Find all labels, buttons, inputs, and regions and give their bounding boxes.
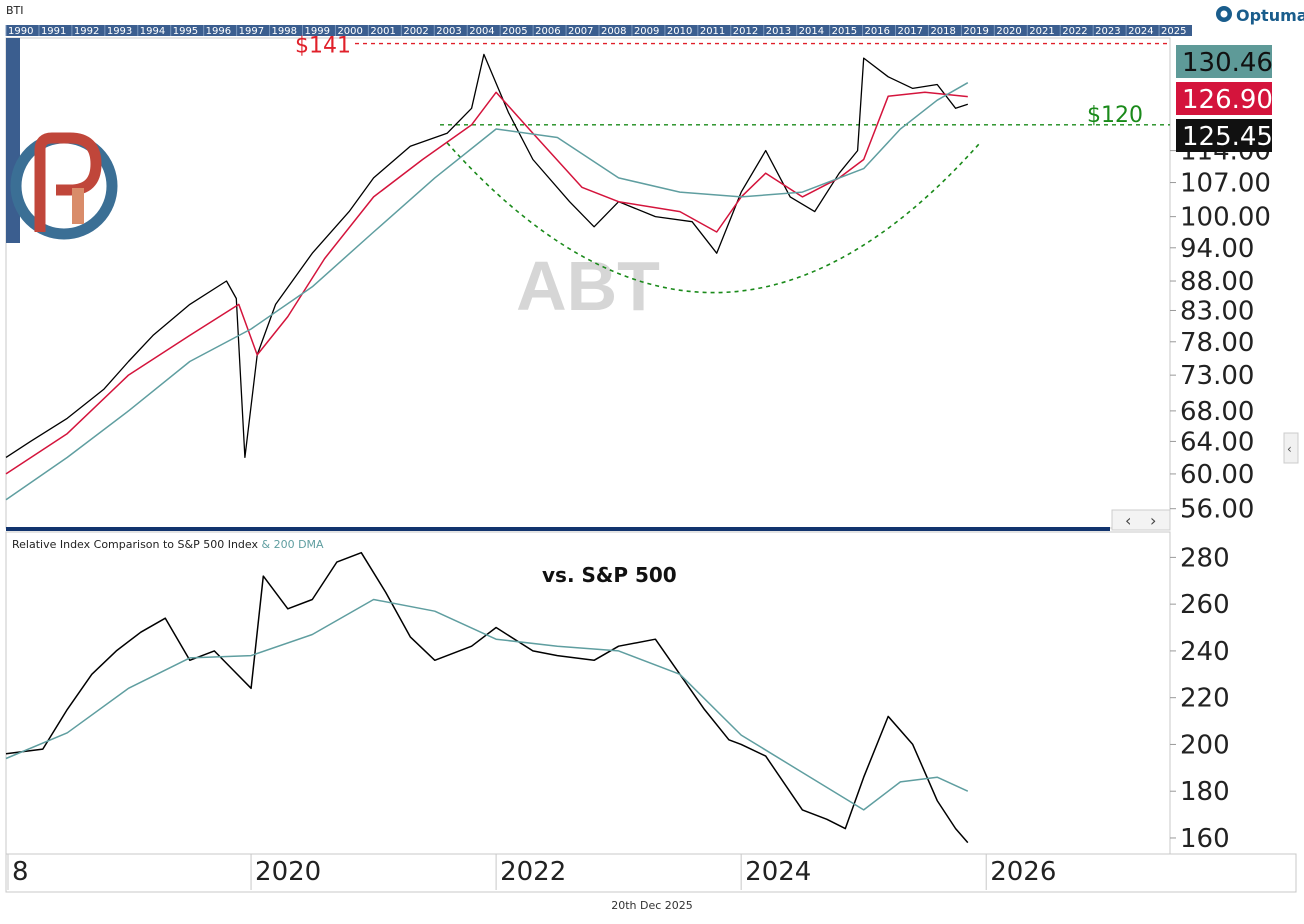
year-strip-label: 1991 [41, 26, 66, 37]
year-strip-label: 2006 [535, 26, 560, 37]
ticker-label: BTI [6, 4, 24, 17]
year-strip-label: 1996 [206, 26, 231, 37]
watermark-text: ABT [516, 247, 660, 325]
panel-separator[interactable] [6, 527, 1110, 531]
x-tick-label: 2022 [500, 857, 566, 887]
x-tick-label: 2020 [255, 857, 321, 887]
relative-tick-label: 200 [1180, 730, 1230, 760]
relative-axis-ticks: 280 260 240 220 200 180 160 [1170, 543, 1230, 854]
date-label: 20th Dec 2025 [611, 899, 693, 912]
series-ma-long [5, 82, 969, 501]
price-badge [1176, 82, 1272, 115]
year-strip-label: 1995 [173, 26, 198, 37]
year-strip-label: 1999 [305, 26, 330, 37]
year-strip-label: 2002 [403, 26, 428, 37]
year-strip-label: 2007 [568, 26, 593, 37]
year-strip-label: 1992 [74, 26, 99, 37]
price-badge-value: 130.46 [1182, 48, 1273, 78]
relative-tick-label: 240 [1180, 637, 1230, 667]
year-strip-label: 2005 [502, 26, 527, 37]
relative-panel-title: Relative Index Comparison to S&P 500 Ind… [12, 538, 324, 551]
price-series [5, 53, 969, 501]
side-collapse-tab[interactable]: ‹ [1283, 432, 1299, 464]
year-strip-label: 2024 [1128, 26, 1153, 37]
year-strip-label: 2003 [436, 26, 461, 37]
year-strip-label: 2025 [1161, 26, 1186, 37]
series-relative [5, 551, 969, 844]
watermark-logo [10, 132, 118, 240]
cup-arc [446, 142, 981, 294]
relative-tick-label: 180 [1180, 777, 1230, 807]
price-tick-label: 56.00 [1180, 495, 1254, 525]
year-strip-label: 2009 [634, 26, 659, 37]
series-price [5, 53, 969, 459]
relative-tick-label: 280 [1180, 543, 1230, 573]
relative-series [5, 551, 969, 844]
year-strip-label: 2010 [667, 26, 692, 37]
year-strip-label: 2016 [865, 26, 890, 37]
year-strip-label: 2014 [799, 26, 824, 37]
year-strip-label: 1993 [107, 26, 132, 37]
relative-label: vs. S&P 500 [542, 563, 677, 587]
year-strip-label: 1994 [140, 26, 165, 37]
scroll-left-icon[interactable]: ‹ [1125, 511, 1131, 530]
year-strip-label: 1997 [239, 26, 264, 37]
year-strip-label: 2015 [832, 26, 857, 37]
price-tick-label: 94.00 [1180, 234, 1254, 264]
year-strip-label: 1990 [8, 26, 33, 37]
price-tick-label: 100.00 [1180, 203, 1271, 233]
scroll-right-icon[interactable]: › [1150, 511, 1156, 530]
price-badge-value: 126.90 [1182, 85, 1273, 115]
optuma-logo: Optuma [1216, 6, 1304, 25]
year-strip-label: 2019 [963, 26, 988, 37]
price-levels [355, 42, 1170, 126]
support-label: $120 [1087, 103, 1143, 128]
relative-tick-label: 260 [1180, 590, 1230, 620]
x-tick-label: 2024 [745, 857, 811, 887]
year-strip-label: 2004 [469, 26, 494, 37]
collapse-left-icon[interactable]: ‹ [1287, 442, 1292, 456]
price-tick-label: 60.00 [1180, 460, 1254, 490]
price-tick-label: 64.00 [1180, 427, 1254, 457]
year-strip-label: 2018 [930, 26, 955, 37]
year-strip-label: 2023 [1095, 26, 1120, 37]
price-tick-label: 107.00 [1180, 169, 1271, 199]
relative-tick-label: 160 [1180, 824, 1230, 854]
price-tick-label: 73.00 [1180, 361, 1254, 391]
price-panel: ABT 114.00107.00100.0094.0088.0083.0078.… [5, 34, 1273, 529]
price-badge [1176, 45, 1272, 78]
relative-panel: Relative Index Comparison to S&P 500 Ind… [5, 531, 1230, 855]
watermark-logo-glyph [34, 132, 102, 232]
cup-curve [446, 142, 981, 294]
year-strip-label: 2012 [733, 26, 758, 37]
price-tick-label: 68.00 [1180, 397, 1254, 427]
year-strip-label: 2011 [700, 26, 725, 37]
year-strip-label: 1998 [272, 26, 297, 37]
price-tick-label: 83.00 [1180, 296, 1254, 326]
relative-tick-label: 220 [1180, 684, 1230, 714]
year-strip-labels: 1990 1991 1992 1993 1994 1995 1996 1997 1998 1999… [5, 25, 1187, 37]
x-axis-frame [5, 853, 1297, 893]
resistance-label: $141 [295, 34, 351, 59]
year-strip-label: 2022 [1062, 26, 1087, 37]
year-strip-label: 2000 [337, 26, 362, 37]
year-strip-label: 2001 [370, 26, 395, 37]
year-strip-label: 2021 [1029, 26, 1054, 37]
x-tick-label: 2026 [990, 857, 1056, 887]
price-badge [1176, 119, 1272, 152]
x-axis-ticks: 8 2020 2022 2024 2026 [7, 854, 1056, 890]
year-strip-label: 2008 [601, 26, 626, 37]
year-strip-label: 2017 [898, 26, 923, 37]
year-strip-label: 2013 [766, 26, 791, 37]
price-tick-label: 88.00 [1180, 267, 1254, 297]
year-strip-label: 2020 [996, 26, 1021, 37]
series-dma200 [5, 598, 969, 811]
scroll-controls: ‹ › [1111, 509, 1171, 531]
brand-label: Optuma [1236, 6, 1304, 25]
price-badge-value: 125.45 [1182, 122, 1273, 152]
x-tick-label: 8 [12, 857, 29, 887]
price-tick-label: 78.00 [1180, 328, 1254, 358]
price-badges: 130.46 126.90 125.45 [1176, 45, 1273, 152]
